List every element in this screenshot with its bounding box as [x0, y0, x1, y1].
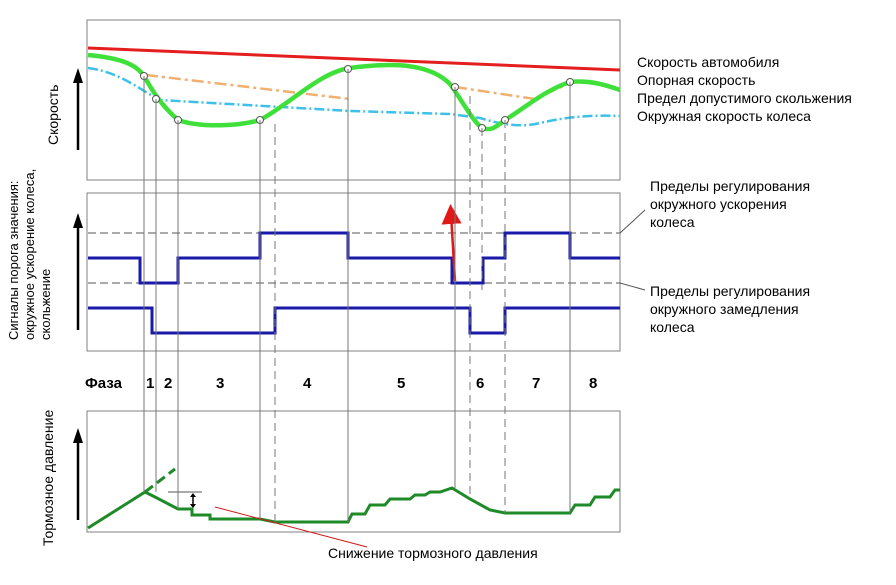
- pressure-reduction-annotation: Снижение тормозного давления: [328, 545, 538, 561]
- legend-slip-limit: Предел допустимого скольжения: [637, 90, 852, 106]
- accel-leader-line: [619, 209, 646, 234]
- phase-number: 2: [164, 375, 173, 392]
- acceleration-signal-trace: [88, 231, 620, 285]
- bracket-arrowheads: [190, 493, 196, 508]
- pressure-annotation-line: [214, 506, 368, 548]
- signal-panel-frame: [86, 192, 621, 352]
- legend-reference-speed: Опорная скорость: [637, 72, 756, 88]
- decel-leader-line: [619, 282, 646, 291]
- phase-number: 8: [589, 375, 598, 392]
- signal-axis-label-line: окружное ускорение колеса,: [22, 168, 37, 340]
- pressure-extrapolation-dash: [144, 467, 176, 494]
- legend-vehicle-speed: Скорость автомобиля: [637, 54, 780, 70]
- pressure-axis-arrowhead: [73, 428, 83, 443]
- phase-number: 3: [216, 375, 225, 392]
- signal-axis-arrowhead: [73, 213, 83, 228]
- signal-axis-label: Сигналы порога значения: окружное ускоре…: [6, 169, 54, 340]
- wheel-speed-curve: [87, 52, 621, 132]
- speed-axis-arrowhead: [73, 68, 83, 83]
- annotation-line: окружного ускорения: [650, 196, 787, 212]
- phase-boundary-dashed-lines: [274, 96, 506, 522]
- decel-limits-annotation: Пределы регулирования окружного замедлен…: [650, 282, 810, 336]
- signal-axis-label-line: скольжение: [38, 268, 53, 340]
- speed-axis-label: Скорость: [45, 84, 61, 145]
- phase-number: 6: [476, 375, 485, 392]
- phase-number: 7: [532, 375, 541, 392]
- legend-wheel-speed: Окружная скорость колеса: [637, 108, 811, 124]
- phase-number: 4: [303, 375, 312, 392]
- threshold-jump-arrow: [441, 204, 462, 282]
- accel-limits-annotation: Пределы регулирования окружного ускорени…: [650, 177, 810, 231]
- phase-boundary-lines: [143, 69, 571, 522]
- annotation-line: Пределы регулирования: [650, 283, 811, 299]
- speed-event-markers: [140, 65, 574, 132]
- annotation-line: окружного замедления: [650, 301, 799, 317]
- phase-number: 5: [397, 375, 406, 392]
- annotation-line: Пределы регулирования: [650, 178, 811, 194]
- slip-limit-curve: [87, 66, 621, 127]
- phase-number: 1: [146, 375, 155, 392]
- annotation-line: колеса: [650, 319, 695, 335]
- phase-label: Фаза: [85, 375, 122, 392]
- brake-pressure-curve: [87, 486, 620, 530]
- annotation-line: колеса: [650, 214, 695, 230]
- vehicle-speed-curve: [87, 46, 621, 72]
- signal-axis-label-line: Сигналы порога значения:: [6, 180, 21, 340]
- axis-arrows: [73, 68, 83, 520]
- pressure-axis-label: Тормозное давление: [40, 409, 56, 546]
